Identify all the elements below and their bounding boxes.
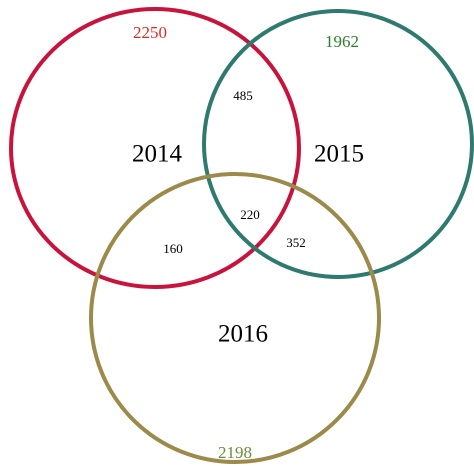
set-label: 2014 [132,141,183,168]
overlap-count: 485 [233,88,253,103]
set-total: 1962 [325,32,359,51]
set-circle-2014 [9,7,301,289]
overlap-count: 220 [240,207,260,222]
overlap-count: 160 [163,241,183,256]
set-total: 2250 [133,23,167,42]
set-total: 2198 [218,443,252,462]
set-circle-2015 [202,9,474,279]
set-circle-2016 [89,172,381,464]
overlap-count: 352 [286,235,306,250]
set-label: 2016 [218,321,268,348]
set-label: 2015 [314,141,364,168]
